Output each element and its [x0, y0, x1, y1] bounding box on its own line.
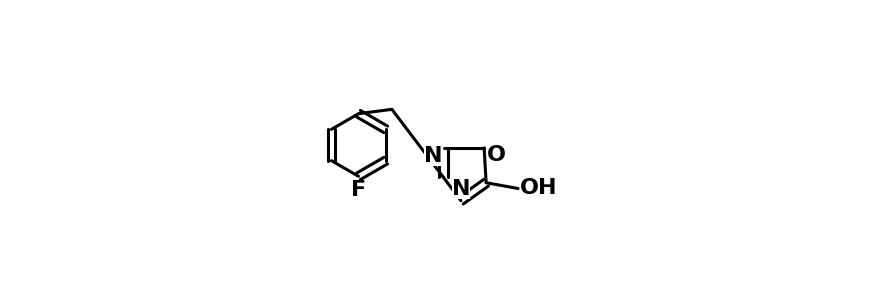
Text: OH: OH: [520, 179, 558, 198]
Text: F: F: [351, 180, 367, 200]
Text: O: O: [487, 145, 506, 165]
Text: N: N: [451, 179, 470, 199]
Text: N: N: [424, 146, 442, 166]
